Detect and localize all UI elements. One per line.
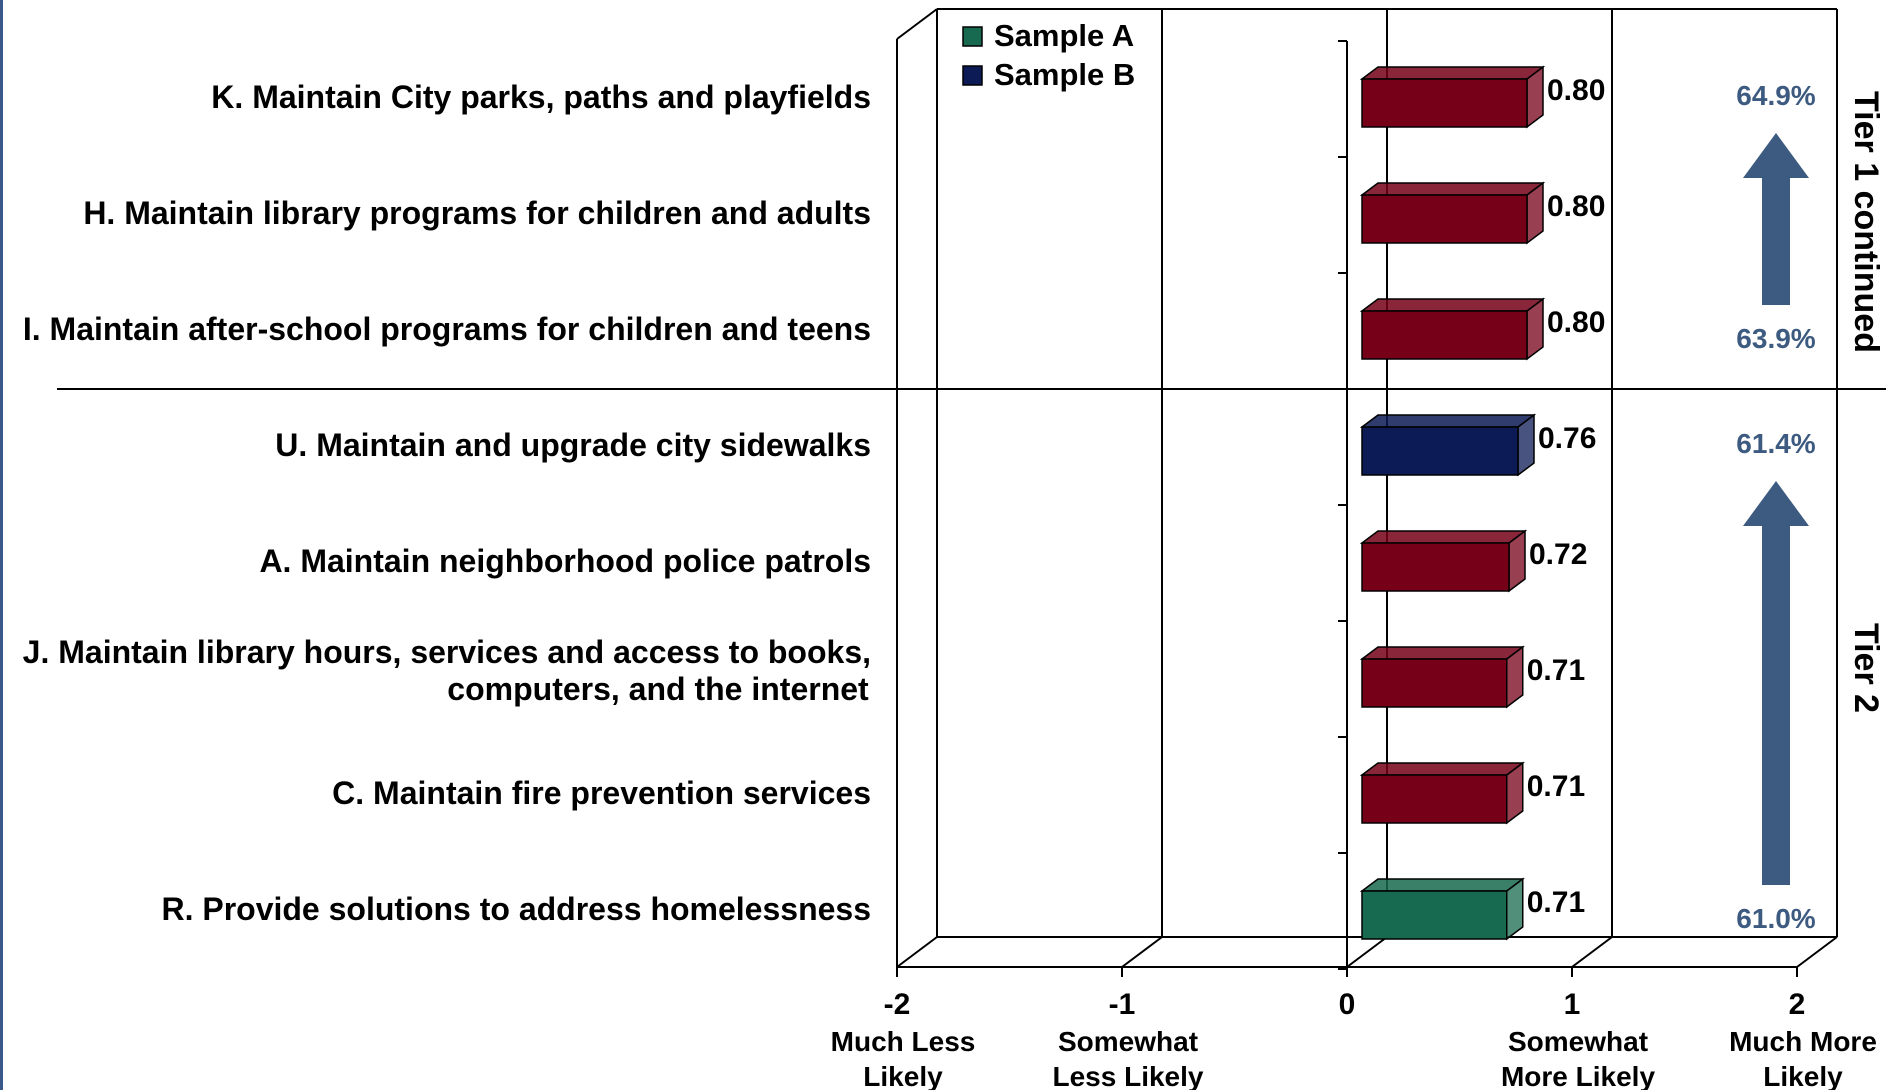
category-label: J. Maintain library hours, services and … bbox=[23, 634, 871, 670]
x-tick-description: Somewhat bbox=[1508, 1026, 1648, 1057]
x-tick-label: 0 bbox=[1339, 988, 1356, 1021]
legend-swatch-sample-a bbox=[962, 26, 983, 47]
bar-value-label: 0.71 bbox=[1527, 886, 1585, 919]
bar bbox=[1361, 542, 1510, 592]
tier-label: Tier 2 bbox=[1847, 623, 1885, 713]
x-tick-label: -2 bbox=[884, 988, 911, 1021]
bar-top-face bbox=[1359, 762, 1525, 776]
legend-label: Sample B bbox=[994, 57, 1135, 92]
floor-gridline-3 bbox=[1571, 936, 1613, 968]
bar bbox=[1361, 194, 1528, 244]
legend-label: Sample A bbox=[994, 18, 1134, 53]
category-label: I. Maintain after-school programs for ch… bbox=[23, 311, 871, 347]
floor-gridline-2 bbox=[1346, 936, 1388, 968]
bar-top-face bbox=[1359, 530, 1528, 544]
tier-bottom-percent: 61.0% bbox=[1736, 903, 1815, 934]
left-border-strip bbox=[0, 0, 3, 1090]
x-tick-label: 2 bbox=[1789, 988, 1806, 1021]
bar bbox=[1361, 78, 1528, 128]
x-tick-description: Somewhat bbox=[1058, 1026, 1198, 1057]
bar-top-face bbox=[1359, 298, 1546, 312]
bar bbox=[1361, 658, 1508, 708]
tier-top-percent: 64.9% bbox=[1736, 80, 1815, 111]
bar-top-face bbox=[1359, 414, 1537, 428]
category-label: C. Maintain fire prevention services bbox=[332, 775, 871, 811]
category-label-line2: computers, and the internet bbox=[447, 671, 869, 707]
x-tick-description: Likely bbox=[863, 1061, 943, 1090]
category-label: R. Provide solutions to address homeless… bbox=[161, 891, 871, 927]
bar-top-face bbox=[1359, 66, 1546, 80]
x-tick-label: 1 bbox=[1564, 988, 1581, 1021]
bar-value-label: 0.72 bbox=[1529, 538, 1587, 571]
category-label: K. Maintain City parks, paths and playfi… bbox=[211, 79, 871, 115]
x-tick-description: Much More bbox=[1729, 1026, 1877, 1057]
floor-gridline-4 bbox=[1796, 936, 1838, 968]
bar bbox=[1361, 890, 1508, 940]
bar-value-label: 0.80 bbox=[1547, 74, 1605, 107]
x-tick-description: More Likely bbox=[1501, 1061, 1655, 1090]
x-tick-description: Likely bbox=[1763, 1061, 1843, 1090]
bar-value-label: 0.76 bbox=[1538, 422, 1596, 455]
legend-swatch-sample-b bbox=[962, 65, 983, 86]
floor-gridline-1 bbox=[1121, 936, 1163, 968]
tier-label: Tier 1 continued bbox=[1847, 91, 1885, 353]
category-label: A. Maintain neighborhood police patrols bbox=[259, 543, 871, 579]
tier-top-percent: 61.4% bbox=[1736, 428, 1815, 459]
bar-value-label: 0.71 bbox=[1527, 654, 1585, 687]
x-tick-description: Less Likely bbox=[1053, 1061, 1204, 1090]
bar-value-label: 0.80 bbox=[1547, 306, 1605, 339]
bar-value-label: 0.80 bbox=[1547, 190, 1605, 223]
bar-value-label: 0.71 bbox=[1527, 770, 1585, 803]
bar-top-face bbox=[1359, 182, 1546, 196]
bar bbox=[1361, 426, 1519, 476]
bar bbox=[1361, 310, 1528, 360]
bar-top-face bbox=[1359, 646, 1525, 660]
tier-arrow bbox=[1743, 481, 1809, 885]
bar bbox=[1361, 774, 1508, 824]
x-tick-description: Much Less bbox=[831, 1026, 976, 1057]
side-wall-top-edge bbox=[896, 8, 938, 40]
category-label: H. Maintain library programs for childre… bbox=[83, 195, 871, 231]
x-tick-label: -1 bbox=[1109, 988, 1136, 1021]
category-label: U. Maintain and upgrade city sidewalks bbox=[275, 427, 871, 463]
tier-bottom-percent: 63.9% bbox=[1736, 323, 1815, 354]
floor-gridline-0 bbox=[896, 936, 938, 968]
tier-arrow bbox=[1743, 133, 1809, 305]
bar-top-face bbox=[1359, 878, 1525, 892]
